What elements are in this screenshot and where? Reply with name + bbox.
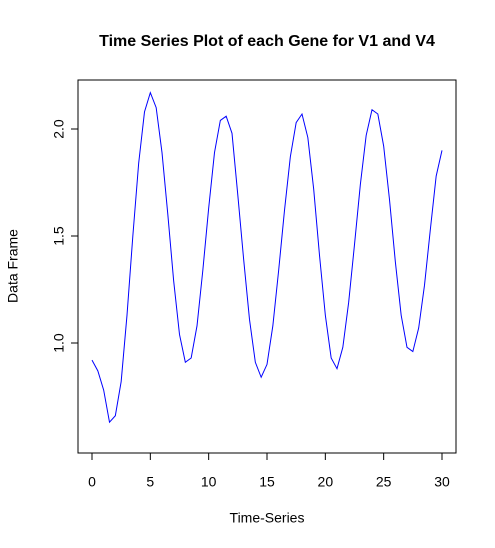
chart-title: Time Series Plot of each Gene for V1 and…	[99, 33, 435, 50]
y-tick-label: 2.0	[51, 119, 67, 139]
x-tick-label: 30	[434, 474, 450, 490]
y-tick-label: 1.5	[51, 226, 67, 246]
x-tick-label: 10	[201, 474, 217, 490]
y-tick-label: 1.0	[51, 333, 67, 353]
plot-frame	[77, 79, 457, 454]
data-line	[91, 91, 443, 424]
x-tick-label: 0	[88, 474, 96, 490]
x-tick-label: 20	[318, 474, 334, 490]
x-tick-label: 25	[376, 474, 392, 490]
y-axis-label: Data Frame	[5, 229, 21, 303]
x-tick-label: 15	[259, 474, 275, 490]
x-tick-label: 5	[146, 474, 154, 490]
x-axis-label: Time-Series	[230, 510, 305, 526]
